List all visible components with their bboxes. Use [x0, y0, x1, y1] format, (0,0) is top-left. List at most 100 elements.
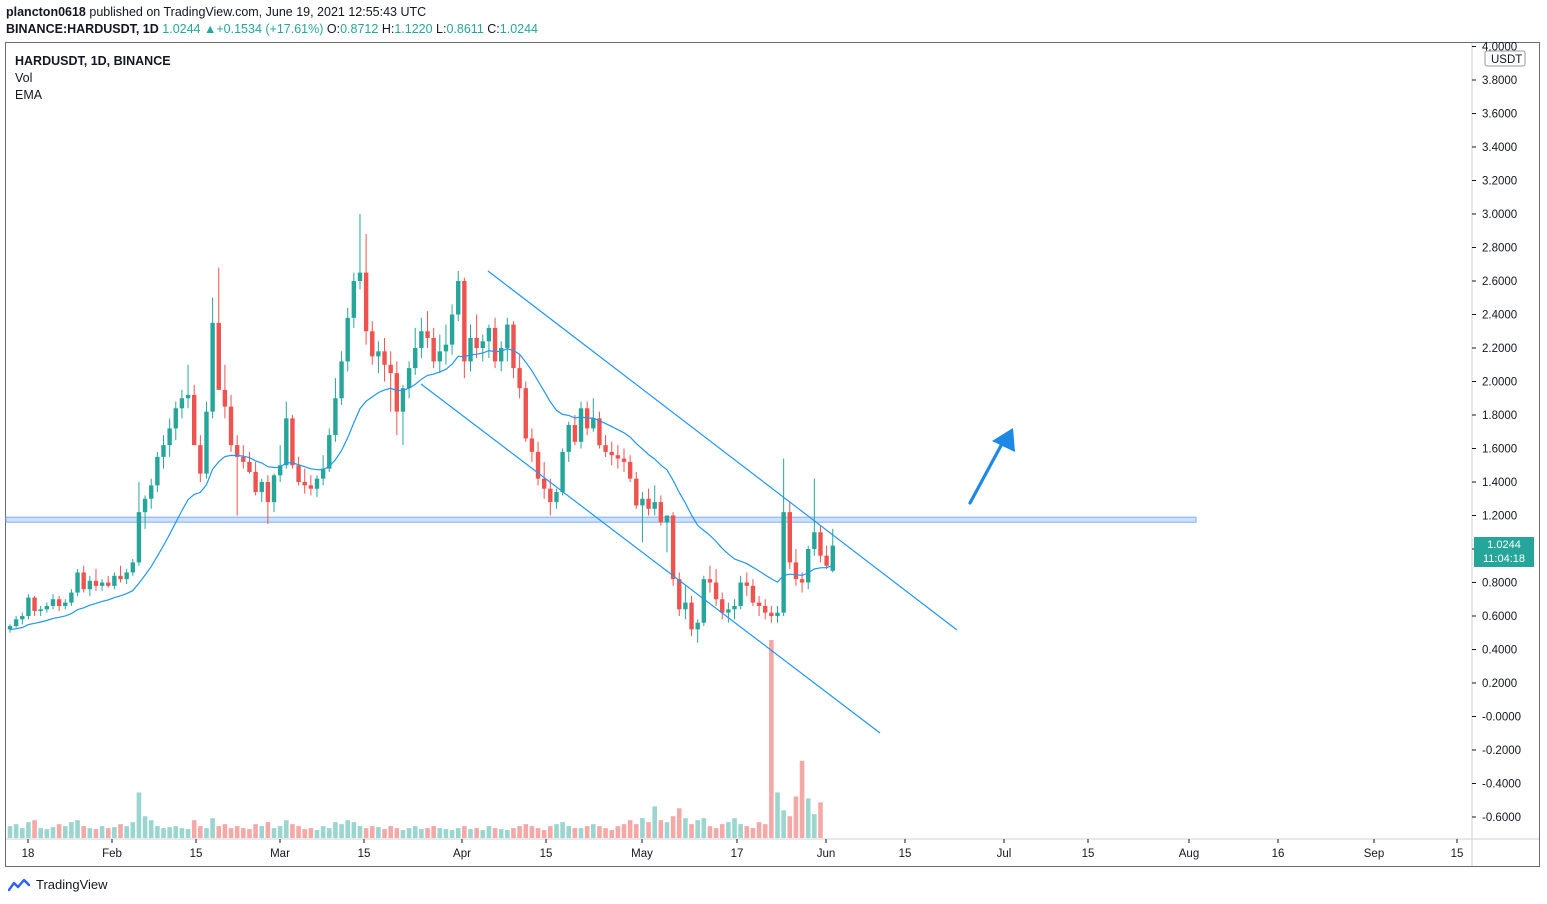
candle-body — [7, 626, 13, 630]
legend-ema[interactable]: EMA — [15, 88, 43, 102]
volume-bar — [713, 828, 719, 838]
candle — [75, 569, 80, 596]
candle-body — [222, 389, 228, 407]
candle — [339, 351, 344, 405]
y-tick-label: 1.4000 — [1482, 477, 1517, 489]
volume-bar — [394, 828, 400, 838]
author-name[interactable]: plancton0618 — [6, 5, 86, 19]
volume-bar — [701, 818, 707, 838]
volume-bar — [603, 828, 608, 838]
candle-body — [781, 512, 786, 613]
candle — [664, 515, 670, 553]
candle — [689, 595, 694, 637]
candle-body — [388, 364, 393, 374]
x-tick-label: 15 — [190, 848, 203, 860]
symbol-label: BINANCE:HARDUSDT, 1D — [6, 22, 159, 36]
candle-body — [394, 373, 400, 412]
y-tick-label: 2.2000 — [1482, 343, 1517, 355]
volume-bar — [793, 796, 799, 838]
candle — [308, 475, 314, 496]
volume-bar — [492, 828, 498, 838]
candle-body — [327, 435, 332, 469]
candle — [351, 272, 357, 328]
low-label: L: — [436, 22, 447, 36]
x-tick-label: Jul — [997, 848, 1012, 860]
candle-body — [707, 579, 713, 583]
volume-bar — [554, 824, 559, 838]
volume-bar — [517, 826, 522, 838]
y-tick-label: -0.4000 — [1482, 779, 1521, 791]
candle — [425, 311, 430, 348]
volume-bar — [173, 826, 179, 838]
candle — [320, 455, 326, 486]
candle-body — [603, 445, 608, 452]
candle — [732, 599, 737, 620]
y-tick-label: 2.8000 — [1482, 243, 1517, 255]
candle-body — [670, 515, 676, 580]
volume-bar — [320, 826, 326, 838]
candle — [234, 435, 240, 516]
candle-body — [198, 445, 203, 474]
volume-bar — [676, 808, 682, 838]
volume-bar — [799, 760, 805, 838]
tradingview-logo-icon[interactable] — [8, 878, 30, 892]
candle-body — [548, 488, 553, 503]
y-tick-label: 3.8000 — [1482, 75, 1517, 87]
candle — [400, 384, 406, 446]
volume-bar — [388, 826, 393, 838]
volume-bar — [560, 822, 565, 838]
candle-body — [204, 411, 209, 474]
candle — [345, 307, 350, 372]
low-value: 0.8611 — [446, 22, 484, 36]
candle — [265, 475, 271, 524]
candle-body — [13, 619, 19, 627]
candle — [775, 605, 780, 623]
volume-bar — [732, 818, 737, 838]
volume-bar — [32, 820, 37, 838]
candle-body — [363, 272, 369, 332]
legend-title[interactable]: HARDUSDT, 1D, BINANCE — [15, 54, 171, 68]
candle-body — [400, 388, 406, 412]
candle — [247, 451, 252, 474]
candle-body — [370, 331, 375, 357]
volume-bar — [198, 826, 203, 838]
volume-bar — [81, 826, 86, 838]
open-label: O: — [326, 22, 341, 36]
candle-body — [44, 605, 50, 610]
footer-brand[interactable]: TradingView — [36, 877, 108, 892]
volume-bar — [382, 829, 387, 838]
candle — [456, 270, 461, 322]
candle-body — [713, 582, 719, 600]
volume-bar — [136, 792, 142, 838]
candle — [26, 594, 31, 620]
candle-body — [247, 461, 252, 472]
candle — [652, 485, 657, 516]
candle-body — [75, 572, 80, 593]
candle — [167, 418, 172, 457]
candle-body — [812, 532, 817, 549]
candle-body — [732, 605, 737, 610]
volume-bar — [271, 828, 277, 838]
volume-bar — [308, 828, 314, 838]
candle — [20, 612, 25, 625]
y-tick-label: 0.8000 — [1482, 578, 1517, 590]
volume-bar — [511, 828, 516, 838]
volume-bar — [302, 829, 308, 838]
candle — [707, 565, 713, 593]
candle-body — [677, 579, 682, 610]
candle-body — [615, 455, 621, 459]
candle-body — [621, 458, 627, 462]
volume-bar — [118, 824, 123, 838]
candle — [69, 589, 74, 606]
volume-bar — [812, 814, 817, 838]
candle — [357, 214, 363, 290]
candle-body — [32, 597, 37, 611]
candle-body — [689, 602, 694, 630]
candle — [738, 575, 743, 610]
x-tick-label: 15 — [540, 848, 553, 860]
volume-bar — [498, 829, 504, 838]
legend-vol[interactable]: Vol — [15, 71, 33, 85]
volume-bar — [185, 829, 191, 838]
candle-body — [541, 478, 547, 489]
